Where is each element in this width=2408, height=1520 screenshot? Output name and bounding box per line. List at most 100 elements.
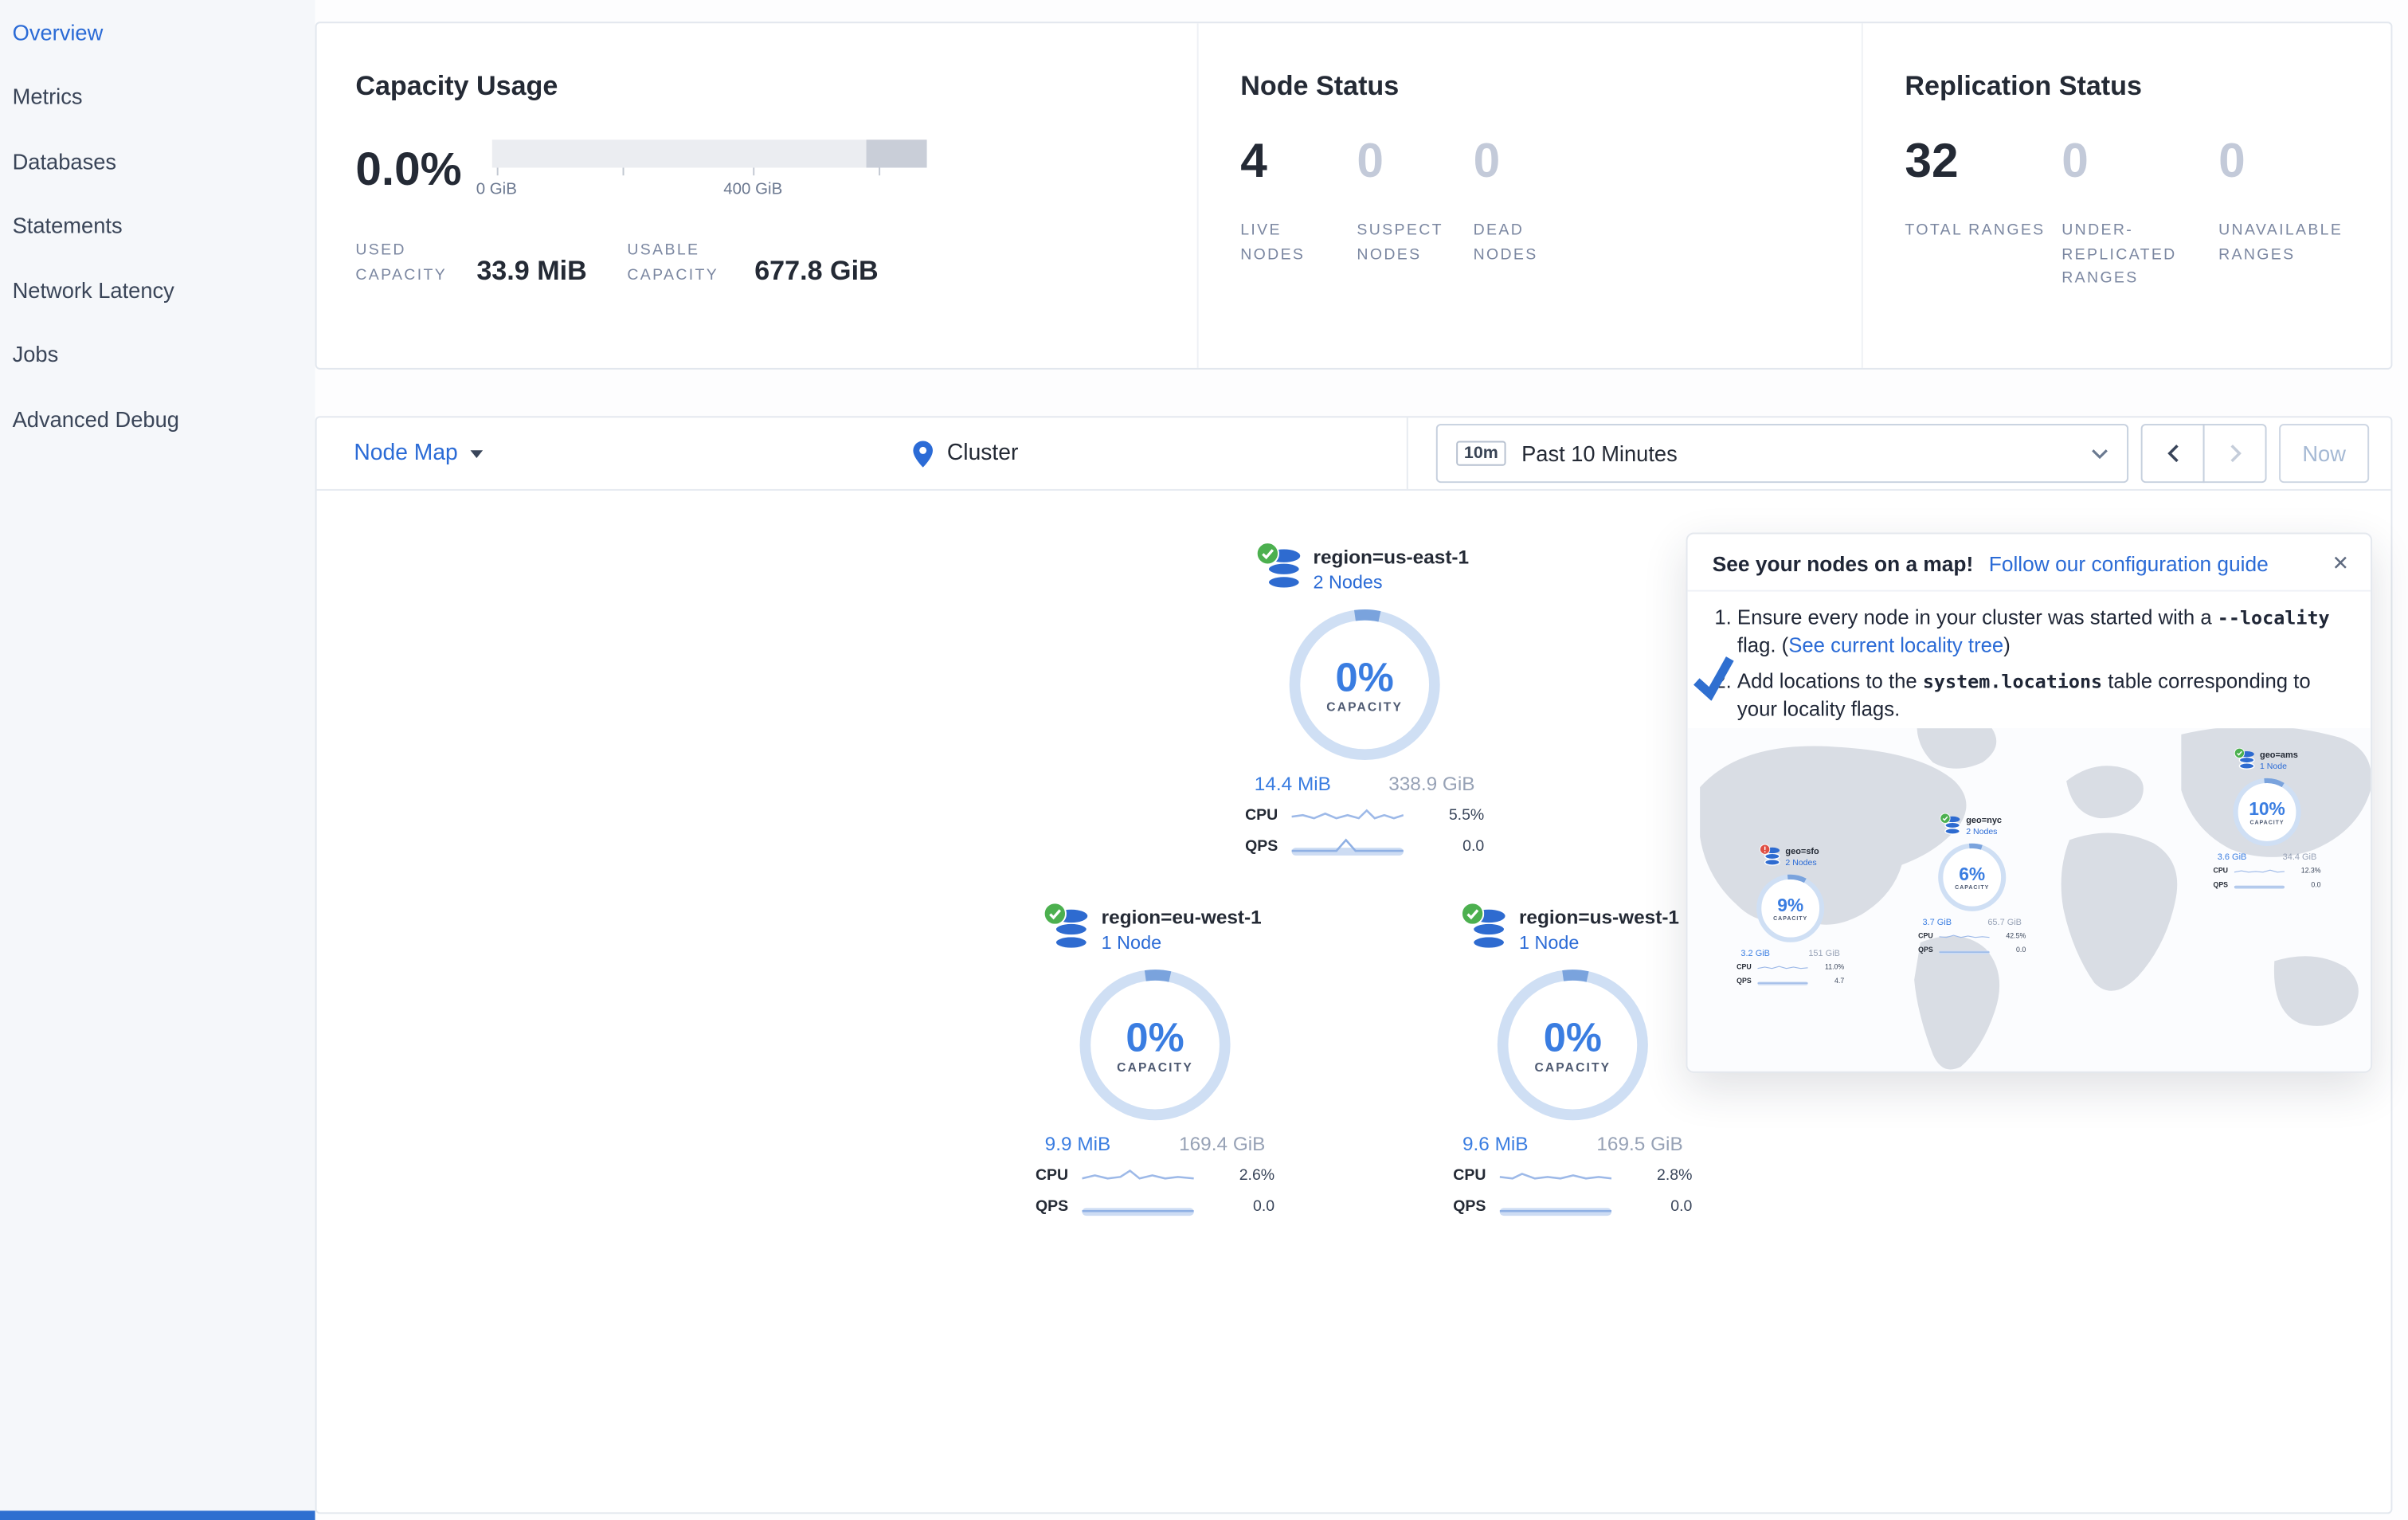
location-pin-icon [913,440,933,467]
sidebar-bottom-accent [0,1510,315,1520]
region-nodes-link[interactable]: 1 Node [1101,931,1162,954]
used-capacity-label: USED CAPACITY [355,242,448,284]
setup-step-1: Ensure every node in your cluster was st… [1737,604,2346,661]
database-icon [1266,549,1302,590]
cpu-value: 11.0% [1824,963,1845,971]
cpu-label: CPU [1737,963,1752,971]
total-ranges-value: 32 [1905,133,1959,188]
sidebar-item-network-latency[interactable]: Network Latency [12,277,174,303]
step-2-text: table corresponding to your locality fla… [1737,668,2311,722]
qps-value: 4.7 [1834,977,1845,985]
configuration-guide-link[interactable]: Follow our configuration guide [1988,551,2269,576]
node-map-area: region=us-east-1 2 Nodes 0% CAPACITY 14.… [317,491,2391,1512]
healthy-status-icon [1043,902,1067,926]
qps-value: 0.0 [2311,880,2321,889]
healthy-status-icon [2234,747,2245,758]
database-icon [1764,847,1780,866]
gauge-capacity-label: CAPACITY [1534,1060,1611,1074]
region-name: region=us-east-1 [1313,546,1470,569]
qps-sparkline [1939,950,1990,954]
qps-sparkline [1082,1208,1194,1216]
live-nodes-stat: 4 LIVE NODES [1240,137,1357,268]
used-capacity-value: 33.9 MiB [476,254,587,286]
breadcrumb[interactable]: Cluster [913,440,1407,467]
sidebar-item-databases[interactable]: Databases [12,148,117,174]
unavailable-value: 0 [2218,133,2246,188]
mini-gauge-capacity-label: CAPACITY [1773,915,1808,922]
time-step-buttons [2140,424,2267,484]
sidebar-item-jobs[interactable]: Jobs [12,342,59,367]
cpu-sparkline [2234,869,2285,873]
region-widget: region=us-east-1 2 Nodes 0% CAPACITY 14.… [1233,542,1497,857]
under-replicated-label: UNDER-REPLICATED RANGES [2061,221,2177,288]
time-range-badge: 10m [1456,441,1506,466]
now-button[interactable]: Now [2279,424,2370,484]
cpu-value: 2.8% [1656,1166,1693,1185]
dead-nodes-stat: 0 DEAD NODES [1474,137,1590,268]
time-range-label: Past 10 Minutes [1521,441,1678,466]
mini-used-value: 3.7 GiB [1922,917,1952,927]
cpu-label: CPU [1918,932,1933,940]
view-selector-label: Node Map [354,441,458,466]
step-2-text: Add locations to the [1737,668,1923,693]
total-ranges-label: TOTAL RANGES [1905,221,2046,240]
qps-sparkline [1291,838,1404,856]
cpu-label: CPU [2213,867,2229,875]
warning-status-icon [1759,844,1771,855]
mini-node-name: geo=ams [2260,750,2298,760]
cpu-sparkline [1499,1173,1612,1180]
capacity-axis-zero-label: 0 GiB [476,180,517,199]
example-node-map-image: geo=sfo 2 Nodes 9% CAPACITY [1687,728,2371,1071]
close-icon[interactable]: ✕ [2332,550,2349,575]
sidebar-item-advanced-debug[interactable]: Advanced Debug [12,406,179,432]
check-icon [1693,656,1734,701]
next-arrow-icon [2230,445,2241,463]
unavailable-label: UNAVAILABLE RANGES [2218,221,2343,264]
mini-node-count: 2 Nodes [1785,857,1817,868]
cpu-sparkline [1939,934,1990,938]
capacity-axis-mid-label: 400 GiB [723,180,783,199]
time-next-button[interactable] [2202,424,2267,484]
mini-gauge-capacity-label: CAPACITY [2249,818,2285,825]
region-nodes-link[interactable]: 1 Node [1518,931,1580,954]
cpu-value: 12.3% [2300,867,2321,875]
mini-gauge-percent: 9% [1777,894,1804,915]
cpu-label: CPU [1245,806,1278,824]
qps-label: QPS [1918,946,1933,954]
mini-capacity-gauge: 9% CAPACITY [1756,873,1826,943]
sidebar-item-overview[interactable]: Overview [12,19,104,45]
toolbar-divider [1406,417,1408,489]
locality-tree-link[interactable]: See current locality tree [1788,634,2004,658]
region-name: region=us-west-1 [1518,907,1679,929]
node-status-section: Node Status 4 LIVE NODES 0 SUSPECT NODES… [1196,23,1862,368]
view-selector-dropdown[interactable]: Node Map [354,441,913,466]
cpu-value: 2.6% [1239,1166,1275,1185]
step-1-code: --locality [2217,607,2330,629]
used-capacity-stat: USED CAPACITY 33.9 MiB [355,239,586,287]
region-nodes-link[interactable]: 2 Nodes [1313,571,1383,594]
mini-node-count: 2 Nodes [1966,826,1998,836]
mini-total-value: 34.4 GiB [2282,852,2317,862]
node-map-card: Node Map Cluster 10m Past 10 Minutes [315,416,2393,1514]
step-1-text: flag. ( [1737,634,1789,658]
usable-capacity-value: 677.8 GiB [754,254,879,286]
time-range-select[interactable]: 10m Past 10 Minutes [1435,424,2129,484]
healthy-status-icon [1255,542,1279,566]
time-prev-button[interactable] [2140,424,2205,484]
qps-value: 0.0 [1462,837,1485,855]
capacity-percent: 0.0% [355,144,462,196]
usable-capacity-label: USABLE CAPACITY [627,242,719,284]
mini-used-value: 3.6 GiB [2217,852,2247,862]
capacity-bar-chart: 0 GiB 400 GiB [476,139,927,208]
sidebar-item-metrics[interactable]: Metrics [12,84,83,109]
cluster-summary-card: Capacity Usage 0.0% 0 GiB 400 GiB US [315,22,2393,370]
breadcrumb-cluster-label: Cluster [946,441,1019,466]
cpu-sparkline [1757,966,1808,970]
healthy-status-icon [1461,902,1486,926]
region-widget: region=eu-west-1 1 Node 0% CAPACITY 9.9 … [1023,902,1286,1217]
capacity-bar-segment [866,139,927,168]
dead-nodes-label: DEAD NODES [1473,221,1538,264]
capacity-usage-title: Capacity Usage [355,69,558,101]
sidebar-item-statements[interactable]: Statements [12,213,123,238]
total-ranges-stat: 32 TOTAL RANGES [1905,137,2061,292]
